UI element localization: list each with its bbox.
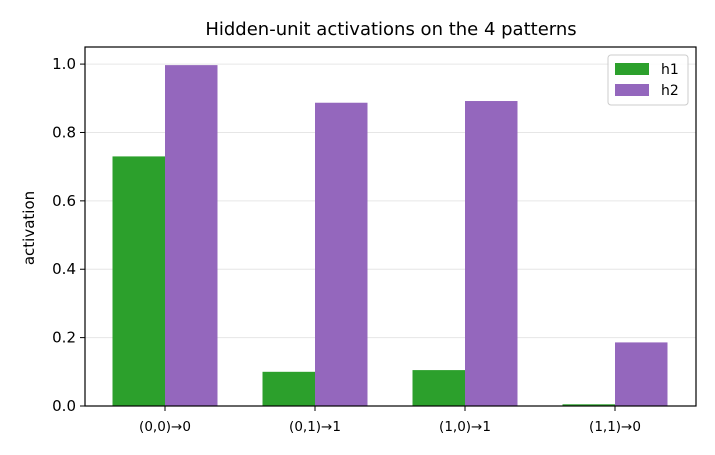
plot-frame bbox=[84, 46, 697, 407]
legend-label-h1: h1 bbox=[661, 62, 679, 78]
bar-h2 bbox=[165, 65, 218, 407]
x-axis-ticks: (0,0)→0 (0,1)→1 (1,0)→1 (1,1)→0 bbox=[139, 406, 641, 435]
y-tick-label: 0.8 bbox=[52, 123, 76, 141]
x-tick-label: (0,1)→1 bbox=[289, 419, 341, 435]
y-tick-label: 0.6 bbox=[52, 192, 76, 210]
legend-swatch-h1 bbox=[615, 63, 649, 75]
y-tick-label: 0.0 bbox=[52, 397, 76, 415]
x-tick-label: (1,1)→0 bbox=[589, 419, 641, 435]
bar-h1 bbox=[262, 371, 315, 406]
y-axis-ticks: 0.0 0.2 0.4 0.6 0.8 1.0 bbox=[52, 55, 85, 415]
bars bbox=[112, 65, 668, 407]
y-tick-label: 0.2 bbox=[52, 329, 76, 347]
x-tick-label: (1,0)→1 bbox=[439, 419, 491, 435]
bar-h1 bbox=[562, 404, 615, 406]
bar-h2 bbox=[615, 342, 668, 406]
y-tick-label: 0.4 bbox=[52, 260, 76, 278]
y-axis-label: activation bbox=[20, 191, 38, 265]
bar-h1 bbox=[112, 156, 165, 406]
legend-label-h2: h2 bbox=[661, 83, 679, 99]
bar-h2 bbox=[465, 101, 518, 407]
y-tick-label: 1.0 bbox=[52, 55, 76, 73]
legend-swatch-h2 bbox=[615, 84, 649, 96]
x-tick-label: (0,0)→0 bbox=[139, 419, 191, 435]
chart-title: Hidden-unit activations on the 4 pattern… bbox=[205, 19, 576, 40]
bar-h1 bbox=[412, 370, 465, 406]
bar-h2 bbox=[315, 102, 368, 407]
